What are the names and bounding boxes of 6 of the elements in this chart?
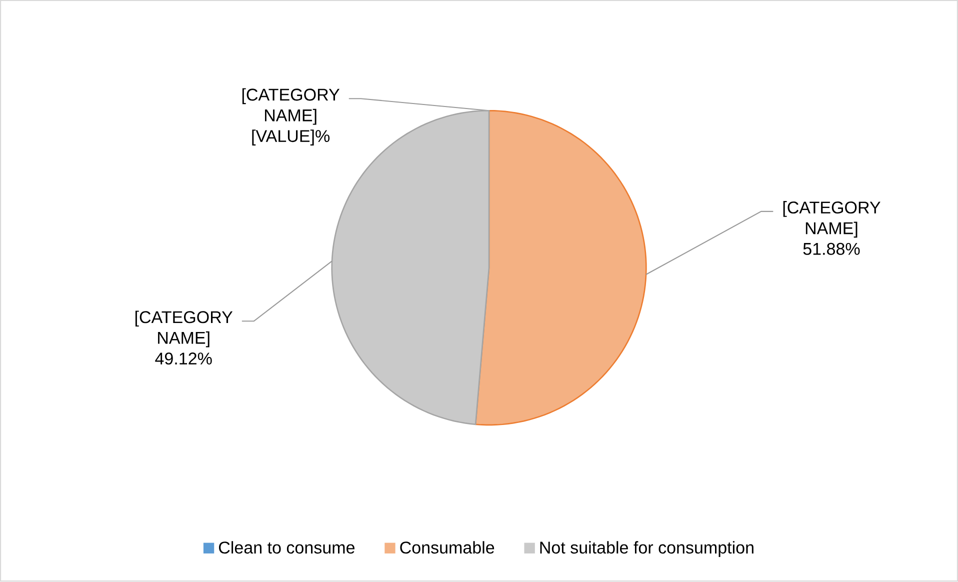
data-label: [CATEGORY NAME] 51.88% xyxy=(783,201,880,256)
legend-label: Not suitable for consumption xyxy=(540,541,754,558)
legend-label: Consumable xyxy=(400,541,494,554)
data-label: [CATEGORY NAME] 49.12% xyxy=(135,310,233,365)
text: [CATEGORY NAME] [VALUE]% xyxy=(242,88,340,146)
legend-label: Clean to consume xyxy=(218,541,354,554)
